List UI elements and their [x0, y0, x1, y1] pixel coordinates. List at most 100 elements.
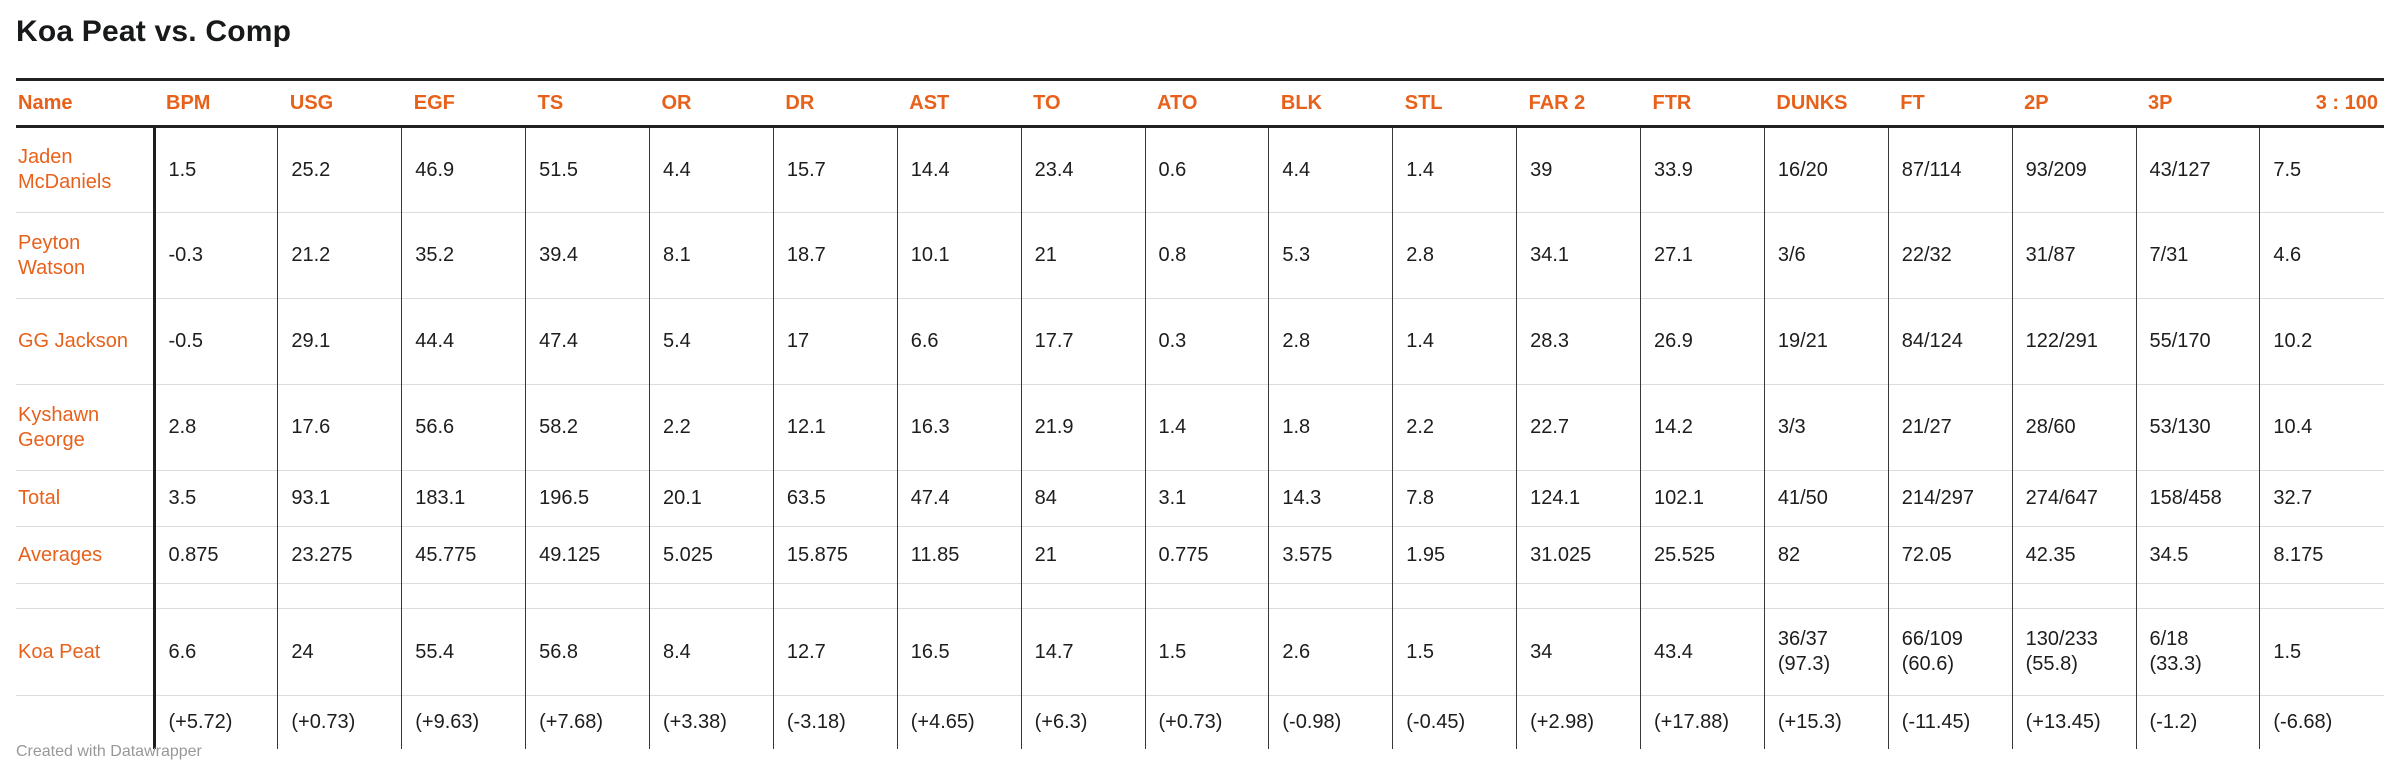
- row-name-cell: GG Jackson: [16, 298, 154, 385]
- stat-cell-3-100: 7.5: [2259, 126, 2384, 213]
- stat-cell-usg: 93.1: [277, 470, 402, 527]
- stat-cell-ft: 84/124: [1887, 298, 2013, 385]
- stat-cell-dr: (-3.18): [772, 695, 898, 749]
- stat-cell-dunks: (+15.3): [1763, 695, 1889, 749]
- stat-cell-usg: (+0.73): [277, 695, 402, 749]
- stat-cell-usg: 24: [277, 608, 402, 696]
- stat-cell-ast: 16.5: [896, 608, 1022, 696]
- stat-cell-ts: 196.5: [525, 470, 650, 527]
- stat-cell-bpm: [152, 583, 278, 609]
- stat-cell-ato: 0.6: [1144, 126, 1269, 213]
- stat-cell-to: 17.7: [1020, 298, 1145, 385]
- stat-cell-far-2: 34.1: [1516, 212, 1641, 299]
- stat-cell-dunks: 19/21: [1763, 298, 1889, 385]
- stat-cell-to: (+6.3): [1020, 695, 1145, 749]
- column-header-ast: AST: [897, 78, 1022, 128]
- stat-cell-blk: 4.4: [1268, 126, 1393, 213]
- column-header-blk: BLK: [1268, 78, 1393, 128]
- column-header-name: Name: [16, 78, 154, 128]
- stat-cell-ft: 66/109 (60.6): [1887, 608, 2013, 696]
- stat-cell-egf: 55.4: [401, 608, 526, 696]
- stat-cell-ato: 0.775: [1144, 526, 1269, 584]
- stat-cell-3p: 6/18 (33.3): [2135, 608, 2260, 696]
- stat-cell-ts: 51.5: [525, 126, 650, 213]
- stat-cell-ts: (+7.68): [525, 695, 650, 749]
- stat-cell-far-2: [1516, 583, 1641, 609]
- stat-cell-or: 8.1: [649, 212, 774, 299]
- table-row-averages: Averages 0.875 23.275 45.775 49.125 5.025 15.8…: [16, 526, 2384, 584]
- stat-cell-stl: 1.5: [1392, 608, 1517, 696]
- stat-cell-3p: 34.5: [2135, 526, 2260, 584]
- stat-cell-blk: [1268, 583, 1393, 609]
- stat-cell-far-2: 22.7: [1516, 384, 1641, 471]
- column-header-ftr: FTR: [1640, 78, 1765, 128]
- stat-cell-ft: 72.05: [1887, 526, 2013, 584]
- stat-cell-dunks: 3/3: [1763, 384, 1889, 471]
- stat-cell-or: [649, 583, 774, 609]
- column-header-3-100: 3 : 100: [2259, 78, 2384, 128]
- stat-cell-ast: [896, 583, 1022, 609]
- stat-cell-usg: 21.2: [277, 212, 402, 299]
- stat-cell-2p: 130/233 (55.8): [2011, 608, 2136, 696]
- column-header-3p: 3P: [2136, 78, 2260, 128]
- stat-cell-dr: [772, 583, 898, 609]
- stat-cell-ts: 39.4: [525, 212, 650, 299]
- table-row-peyton-watson: Peyton Watson -0.3 21.2 35.2 39.4 8.1 18.7 10.1…: [16, 212, 2384, 299]
- stat-cell-ft: 214/297: [1887, 470, 2013, 527]
- stat-cell-dunks: 36/37 (97.3): [1763, 608, 1889, 696]
- stat-cell-egf: 45.775: [401, 526, 526, 584]
- stat-cell-ftr: 14.2: [1640, 384, 1765, 471]
- stat-cell-3p: [2135, 583, 2260, 609]
- stat-cell-egf: 183.1: [401, 470, 526, 527]
- stat-cell-ftr: 43.4: [1640, 608, 1765, 696]
- stat-cell-ft: 87/114: [1887, 126, 2013, 213]
- stat-cell-to: 84: [1020, 470, 1145, 527]
- stat-cell-bpm: -0.3: [152, 212, 278, 299]
- stat-cell-ftr: [1640, 583, 1765, 609]
- stat-cell-3p: 55/170: [2135, 298, 2260, 385]
- stat-cell-or: 2.2: [649, 384, 774, 471]
- stat-cell-or: (+3.38): [649, 695, 774, 749]
- stat-cell-to: 14.7: [1020, 608, 1145, 696]
- stat-cell-dr: 18.7: [772, 212, 898, 299]
- stat-cell-bpm: 1.5: [152, 126, 278, 213]
- stat-cell-blk: 2.8: [1268, 298, 1393, 385]
- stats-table: Name BPM USG EGF TS OR DR AST TO ATO BLK STL FAR 2 FT…: [16, 78, 2384, 749]
- stat-cell-to: [1020, 583, 1145, 609]
- table-row-total: Total 3.5 93.1 183.1 196.5 20.1 63.5 47.4 84 3.1 1…: [16, 470, 2384, 527]
- stat-cell-to: 21: [1020, 526, 1145, 584]
- row-name-cell: Averages: [16, 526, 154, 584]
- stat-cell-3-100: 1.5: [2259, 608, 2384, 696]
- stat-cell-blk: 14.3: [1268, 470, 1393, 527]
- stat-cell-3-100: 32.7: [2259, 470, 2384, 527]
- stat-cell-ato: 1.5: [1144, 608, 1269, 696]
- stat-cell-dr: 17: [772, 298, 898, 385]
- stat-cell-ft: 22/32: [1887, 212, 2013, 299]
- stat-cell-far-2: 124.1: [1516, 470, 1641, 527]
- stat-cell-2p: 31/87: [2011, 212, 2136, 299]
- stat-cell-2p: 274/647: [2011, 470, 2136, 527]
- table-row-gg-jackson: GG Jackson -0.5 29.1 44.4 47.4 5.4 17 6.6 17.7 0.…: [16, 298, 2384, 385]
- stat-cell-stl: 7.8: [1392, 470, 1517, 527]
- stat-cell-bpm: 6.6: [152, 608, 278, 696]
- stat-cell-dr: 12.1: [772, 384, 898, 471]
- stat-cell-ato: (+0.73): [1144, 695, 1269, 749]
- stat-cell-dr: 15.875: [772, 526, 898, 584]
- stat-cell-blk: 3.575: [1268, 526, 1393, 584]
- stat-cell-egf: 35.2: [401, 212, 526, 299]
- stat-cell-stl: 1.4: [1392, 298, 1517, 385]
- stat-cell-3p: 7/31: [2135, 212, 2260, 299]
- stat-cell-ftr: 27.1: [1640, 212, 1765, 299]
- column-header-dunks: DUNKS: [1764, 78, 1889, 128]
- column-header-egf: EGF: [401, 78, 526, 128]
- row-name-cell: Peyton Watson: [16, 212, 154, 299]
- stat-cell-ts: 58.2: [525, 384, 650, 471]
- stat-cell-ft: 21/27: [1887, 384, 2013, 471]
- stat-cell-bpm: 0.875: [152, 526, 278, 584]
- stat-cell-2p: 93/209: [2011, 126, 2136, 213]
- row-name-cell: [16, 695, 154, 749]
- stat-cell-egf: 46.9: [401, 126, 526, 213]
- stat-cell-stl: 2.2: [1392, 384, 1517, 471]
- column-header-ft: FT: [1888, 78, 2013, 128]
- row-name-cell: Kyshawn George: [16, 384, 154, 471]
